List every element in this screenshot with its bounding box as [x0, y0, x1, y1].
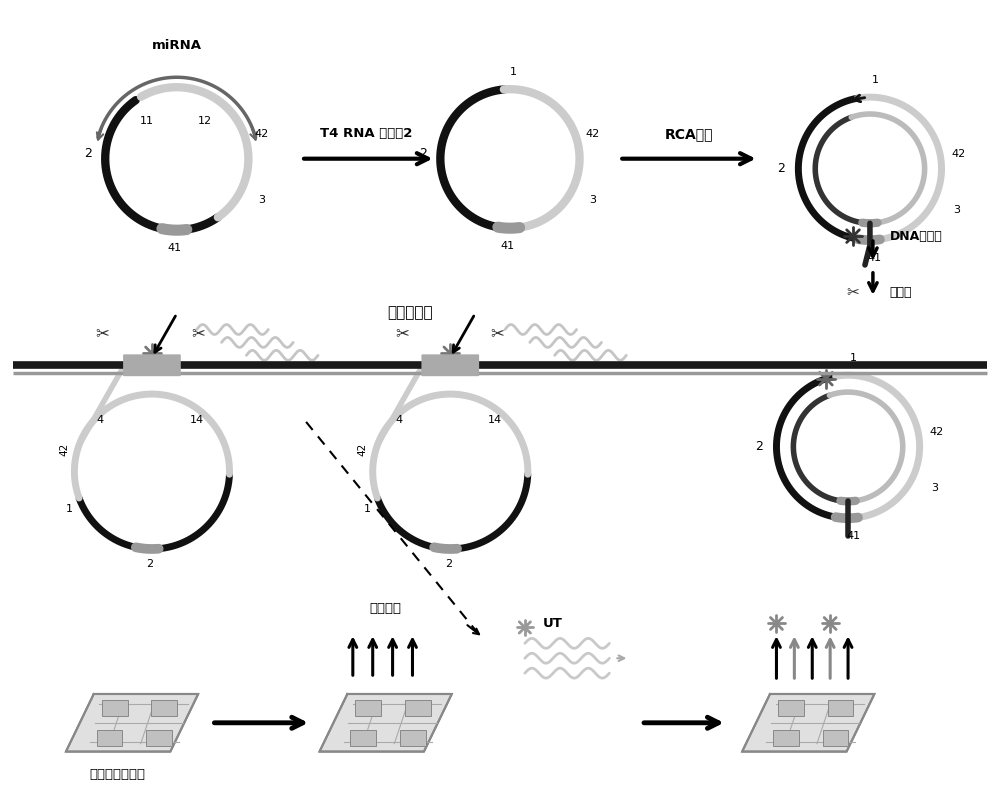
FancyBboxPatch shape [773, 730, 799, 746]
Polygon shape [320, 694, 452, 751]
Text: 2: 2 [419, 147, 427, 161]
Text: 14: 14 [488, 415, 502, 425]
Text: 42: 42 [929, 427, 944, 437]
Text: 2: 2 [756, 440, 763, 454]
Text: RCA引物: RCA引物 [665, 127, 713, 141]
FancyBboxPatch shape [828, 700, 853, 716]
Text: 4: 4 [395, 415, 402, 425]
FancyBboxPatch shape [123, 354, 181, 376]
FancyBboxPatch shape [350, 730, 376, 746]
Text: 41: 41 [168, 243, 182, 253]
FancyBboxPatch shape [355, 700, 381, 716]
Text: UT: UT [543, 617, 563, 630]
Text: ✂: ✂ [490, 324, 504, 342]
Text: 41: 41 [501, 241, 515, 251]
Text: 3: 3 [258, 195, 265, 206]
Text: 41: 41 [846, 531, 860, 541]
Polygon shape [66, 694, 198, 751]
Polygon shape [742, 694, 874, 751]
Text: 42: 42 [254, 129, 268, 139]
FancyBboxPatch shape [405, 700, 431, 716]
Text: 3: 3 [953, 205, 960, 215]
Text: 特异性序列: 特异性序列 [388, 305, 433, 320]
Text: 1: 1 [871, 75, 878, 86]
Text: 12: 12 [198, 116, 212, 126]
Text: 2: 2 [445, 559, 452, 569]
Text: 编码悬浮微芯片: 编码悬浮微芯片 [89, 768, 145, 781]
Text: 1: 1 [364, 504, 371, 514]
Text: ✂: ✂ [95, 324, 109, 342]
Text: ✂: ✂ [847, 285, 859, 300]
Text: 2: 2 [84, 147, 92, 161]
Text: 2: 2 [146, 559, 154, 569]
Text: 42: 42 [59, 443, 69, 456]
Text: T4 RNA 连接醂2: T4 RNA 连接醂2 [320, 128, 412, 140]
FancyBboxPatch shape [151, 700, 177, 716]
FancyBboxPatch shape [146, 730, 172, 746]
Text: 41: 41 [868, 253, 882, 263]
Text: 42: 42 [585, 129, 600, 139]
FancyBboxPatch shape [102, 700, 128, 716]
Text: miRNA: miRNA [152, 40, 202, 52]
Text: 3: 3 [589, 195, 596, 206]
Text: 4: 4 [97, 415, 104, 425]
Text: 切刈醂: 切刈醂 [890, 286, 912, 299]
Text: 3: 3 [931, 483, 938, 493]
Text: ✂: ✂ [396, 324, 409, 342]
FancyBboxPatch shape [421, 354, 479, 376]
Text: 捕获探针: 捕获探针 [370, 602, 402, 615]
Text: 42: 42 [358, 443, 368, 456]
FancyBboxPatch shape [823, 730, 848, 746]
Text: 14: 14 [190, 415, 204, 425]
Text: 11: 11 [140, 116, 154, 126]
FancyBboxPatch shape [400, 730, 426, 746]
Text: DNA聚合醂: DNA聚合醂 [890, 230, 943, 243]
FancyBboxPatch shape [778, 700, 804, 716]
Text: 42: 42 [951, 148, 966, 159]
Text: 1: 1 [509, 67, 516, 77]
FancyBboxPatch shape [97, 730, 122, 746]
Text: ✂: ✂ [192, 324, 206, 342]
Text: 1: 1 [66, 504, 73, 514]
Text: 2: 2 [777, 162, 785, 175]
Text: 1: 1 [850, 353, 857, 363]
